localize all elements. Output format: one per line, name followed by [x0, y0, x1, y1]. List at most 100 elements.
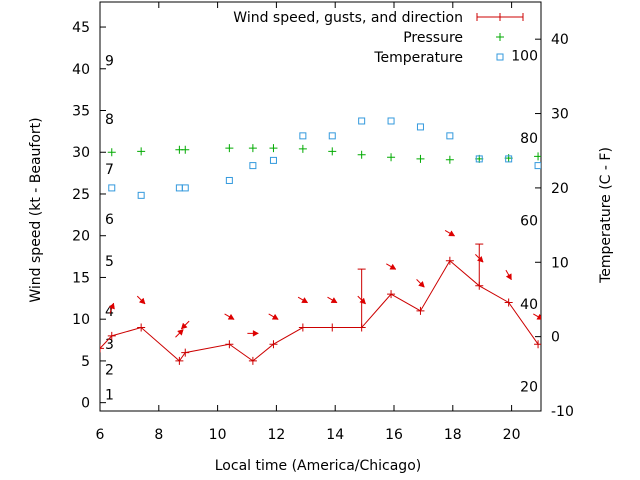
y2-tick-label: 10 [551, 255, 569, 271]
fahrenheit-label: 20 [520, 379, 538, 395]
y2-tick-label: 20 [551, 181, 569, 197]
wind-speed-point [225, 340, 234, 349]
wind-speed-point [534, 340, 541, 349]
wind-speed-point [181, 348, 190, 357]
wind-direction-arrowhead [418, 280, 425, 288]
legend-temperature-marker [496, 53, 504, 61]
legend-label: Pressure [403, 30, 463, 46]
temperature-point [416, 123, 424, 131]
temperature-point [108, 184, 116, 192]
y2-tick-label: 30 [551, 107, 569, 123]
x-tick-label: 20 [503, 427, 521, 443]
wind-direction-arrowhead [181, 322, 188, 330]
x-tick-label: 14 [326, 427, 344, 443]
wind-direction-arrowhead [177, 329, 184, 336]
wind-direction-arrowhead [389, 263, 397, 270]
temperature-point [225, 176, 233, 184]
y-tick-label: 35 [72, 104, 90, 120]
beaufort-label: 6 [105, 212, 114, 228]
legend-wind-marker [496, 13, 504, 21]
wind-direction-arrowhead [476, 255, 484, 263]
temperature-point [249, 162, 257, 170]
wind-speed-point [175, 356, 184, 365]
pressure-point [137, 147, 146, 156]
temperature-point [446, 132, 454, 140]
x-axis-label: Local time (America/Chicago) [215, 458, 421, 474]
temperature-point [181, 184, 189, 192]
fahrenheit-label: 40 [520, 297, 538, 313]
legend-label: Temperature [373, 50, 463, 66]
wind-speed-point [328, 323, 337, 332]
temperature-point [137, 191, 145, 199]
wind-speed-point [100, 344, 104, 353]
series-layer [100, 117, 541, 365]
plot-area [100, 117, 541, 365]
wind-speed-point [137, 323, 146, 332]
wind-direction-arrowhead [536, 313, 541, 320]
x-tick-label: 18 [444, 427, 462, 443]
y-tick-label: 20 [72, 229, 90, 245]
fahrenheit-label: 80 [520, 131, 538, 147]
beaufort-scale-labels: 1 2 3 4 5 6 7 8 9 [105, 53, 114, 403]
wind-direction-arrowhead [252, 330, 259, 337]
pressure-point [248, 144, 257, 153]
y2-tick-label: -10 [551, 404, 574, 420]
fahrenheit-scale-labels: 20 40 60 80 100 [511, 49, 538, 396]
y-axis-ticks: 0 5 10 15 20 25 30 35 40 45 [72, 20, 106, 412]
y2-axis-label: Temperature (C - F) [598, 147, 614, 284]
temperature-point [269, 156, 277, 164]
y2-axis-ticks: -10 0 10 20 30 40 [535, 32, 574, 420]
wind-direction-arrowhead [271, 313, 279, 320]
wind-direction-arrowhead [330, 297, 338, 303]
x-tick-label: 8 [154, 427, 163, 443]
beaufort-label: 7 [105, 162, 114, 178]
beaufort-label: 8 [105, 112, 114, 128]
y-tick-label: 30 [72, 145, 90, 161]
pressure-point [387, 153, 396, 162]
legend-label: Wind speed, gusts, and direction [233, 10, 463, 26]
temperature-point [475, 155, 483, 163]
beaufort-label: 9 [105, 53, 114, 69]
y2-tick-label: 0 [551, 330, 560, 346]
x-tick-label: 12 [267, 427, 285, 443]
legend: Wind speed, gusts, and direction Pressure… [233, 10, 524, 66]
x-tick-label: 10 [209, 427, 227, 443]
beaufort-label: 4 [105, 304, 114, 320]
beaufort-label: 3 [105, 337, 114, 353]
pressure-point [328, 147, 337, 156]
beaufort-label: 2 [105, 362, 114, 378]
wind-speed-point [445, 256, 454, 265]
y-axis-label: Wind speed (kt - Beaufort) [28, 117, 44, 302]
x-axis-ticks: 6 8 10 12 14 16 18 20 [96, 2, 521, 443]
plot-border [99, 1, 542, 412]
pressure-point [269, 144, 278, 153]
wind-speed-point [298, 323, 307, 332]
wind-direction-arrowhead [227, 313, 235, 320]
pressure-point [107, 148, 116, 157]
wind-speed-line [100, 259, 539, 362]
y-tick-label: 5 [81, 354, 90, 370]
y-tick-label: 40 [72, 62, 90, 78]
y-tick-label: 25 [72, 187, 90, 203]
fahrenheit-label: 100 [511, 49, 538, 65]
fahrenheit-label: 60 [520, 214, 538, 230]
temperature-point [534, 162, 541, 170]
wind-speed-point [416, 306, 425, 315]
wind-speed-point [387, 290, 396, 299]
wind-direction-arrowhead [505, 273, 512, 281]
legend-pressure-marker [496, 33, 504, 41]
beaufort-label: 5 [105, 254, 114, 270]
x-tick-label: 16 [385, 427, 403, 443]
wind-direction-arrowhead [108, 302, 115, 310]
wind-direction-arrowhead [448, 230, 456, 237]
y-tick-label: 10 [72, 312, 90, 328]
temperature-point [299, 132, 307, 140]
beaufort-label: 1 [105, 387, 114, 403]
wind-speed-point [107, 331, 116, 340]
temperature-point [505, 155, 513, 163]
pressure-point [298, 144, 307, 153]
y2-tick-label: 40 [551, 32, 569, 48]
pressure-point [445, 155, 454, 164]
wind-direction-arrowhead [301, 297, 309, 303]
